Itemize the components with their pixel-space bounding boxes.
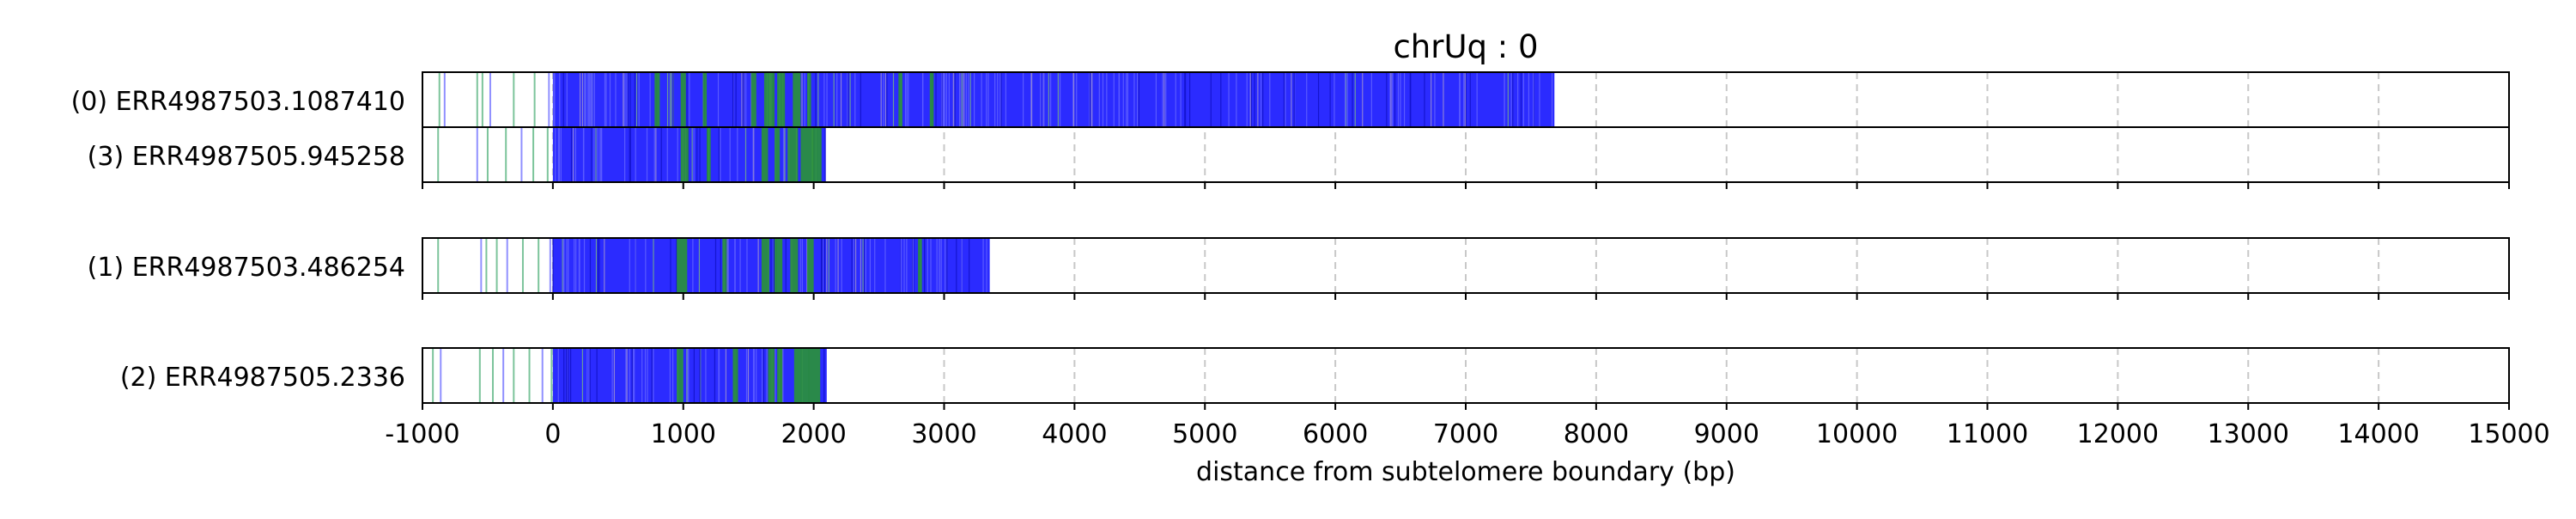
- x-tick-label: -1000: [385, 419, 459, 449]
- read-green-segment: [680, 127, 689, 182]
- read-label: (0) ERR4987503.1087410: [71, 87, 405, 117]
- read-green-segment: [768, 348, 775, 403]
- read-label: (1) ERR4987503.486254: [88, 253, 405, 283]
- read-label: (2) ERR4987505.2336: [120, 363, 405, 393]
- read-green-segment: [918, 238, 922, 293]
- chart-title: chrUq : 0: [1393, 28, 1538, 65]
- x-tick-label: 11000: [1947, 419, 2028, 449]
- read-green-segment: [750, 72, 756, 127]
- x-tick-label: 0: [544, 419, 561, 449]
- read-green-segment: [775, 238, 783, 293]
- read-green-segment: [777, 72, 786, 127]
- read-bar: [552, 72, 1555, 127]
- read-green-segment: [761, 238, 769, 293]
- read-green-segment: [807, 72, 811, 127]
- x-tick-label: 14000: [2337, 419, 2419, 449]
- read-green-segment: [790, 238, 799, 293]
- read-label: (3) ERR4987505.945258: [88, 142, 405, 172]
- x-tick-label: 2000: [781, 419, 846, 449]
- read-green-segment: [793, 348, 821, 403]
- x-tick-label: 3000: [911, 419, 976, 449]
- read-bar: [552, 127, 826, 182]
- read-green-segment: [707, 127, 711, 182]
- read-green-segment: [898, 72, 902, 127]
- x-tick-label: 8000: [1564, 419, 1629, 449]
- x-tick-label: 5000: [1172, 419, 1237, 449]
- x-tick-label: 10000: [1816, 419, 1898, 449]
- read-green-segment: [680, 72, 686, 127]
- x-tick-label: 12000: [2077, 419, 2159, 449]
- x-tick-label: 7000: [1433, 419, 1498, 449]
- x-tick-label: 1000: [651, 419, 716, 449]
- read-green-segment: [702, 72, 708, 127]
- read-green-segment: [787, 127, 799, 182]
- x-tick-label: 13000: [2208, 419, 2289, 449]
- read-green-segment: [732, 348, 738, 403]
- read-green-segment: [677, 348, 683, 403]
- read-green-segment: [800, 127, 822, 182]
- read-bar: [552, 348, 827, 403]
- x-tick-label: 15000: [2468, 419, 2549, 449]
- read-green-segment: [761, 127, 769, 182]
- read-green-segment: [722, 238, 726, 293]
- read-green-segment: [654, 72, 660, 127]
- read-green-segment: [677, 238, 688, 293]
- read-green-segment: [793, 72, 801, 127]
- x-tick-label: 9000: [1694, 419, 1759, 449]
- x-tick-label: 6000: [1303, 419, 1368, 449]
- read-green-segment: [775, 127, 781, 182]
- x-tick-label: 4000: [1042, 419, 1107, 449]
- read-green-segment: [807, 238, 814, 293]
- read-green-segment: [929, 72, 934, 127]
- x-axis-label: distance from subtelomere boundary (bp): [1196, 457, 1735, 487]
- read-green-segment: [763, 72, 775, 127]
- read-green-segment: [777, 348, 783, 403]
